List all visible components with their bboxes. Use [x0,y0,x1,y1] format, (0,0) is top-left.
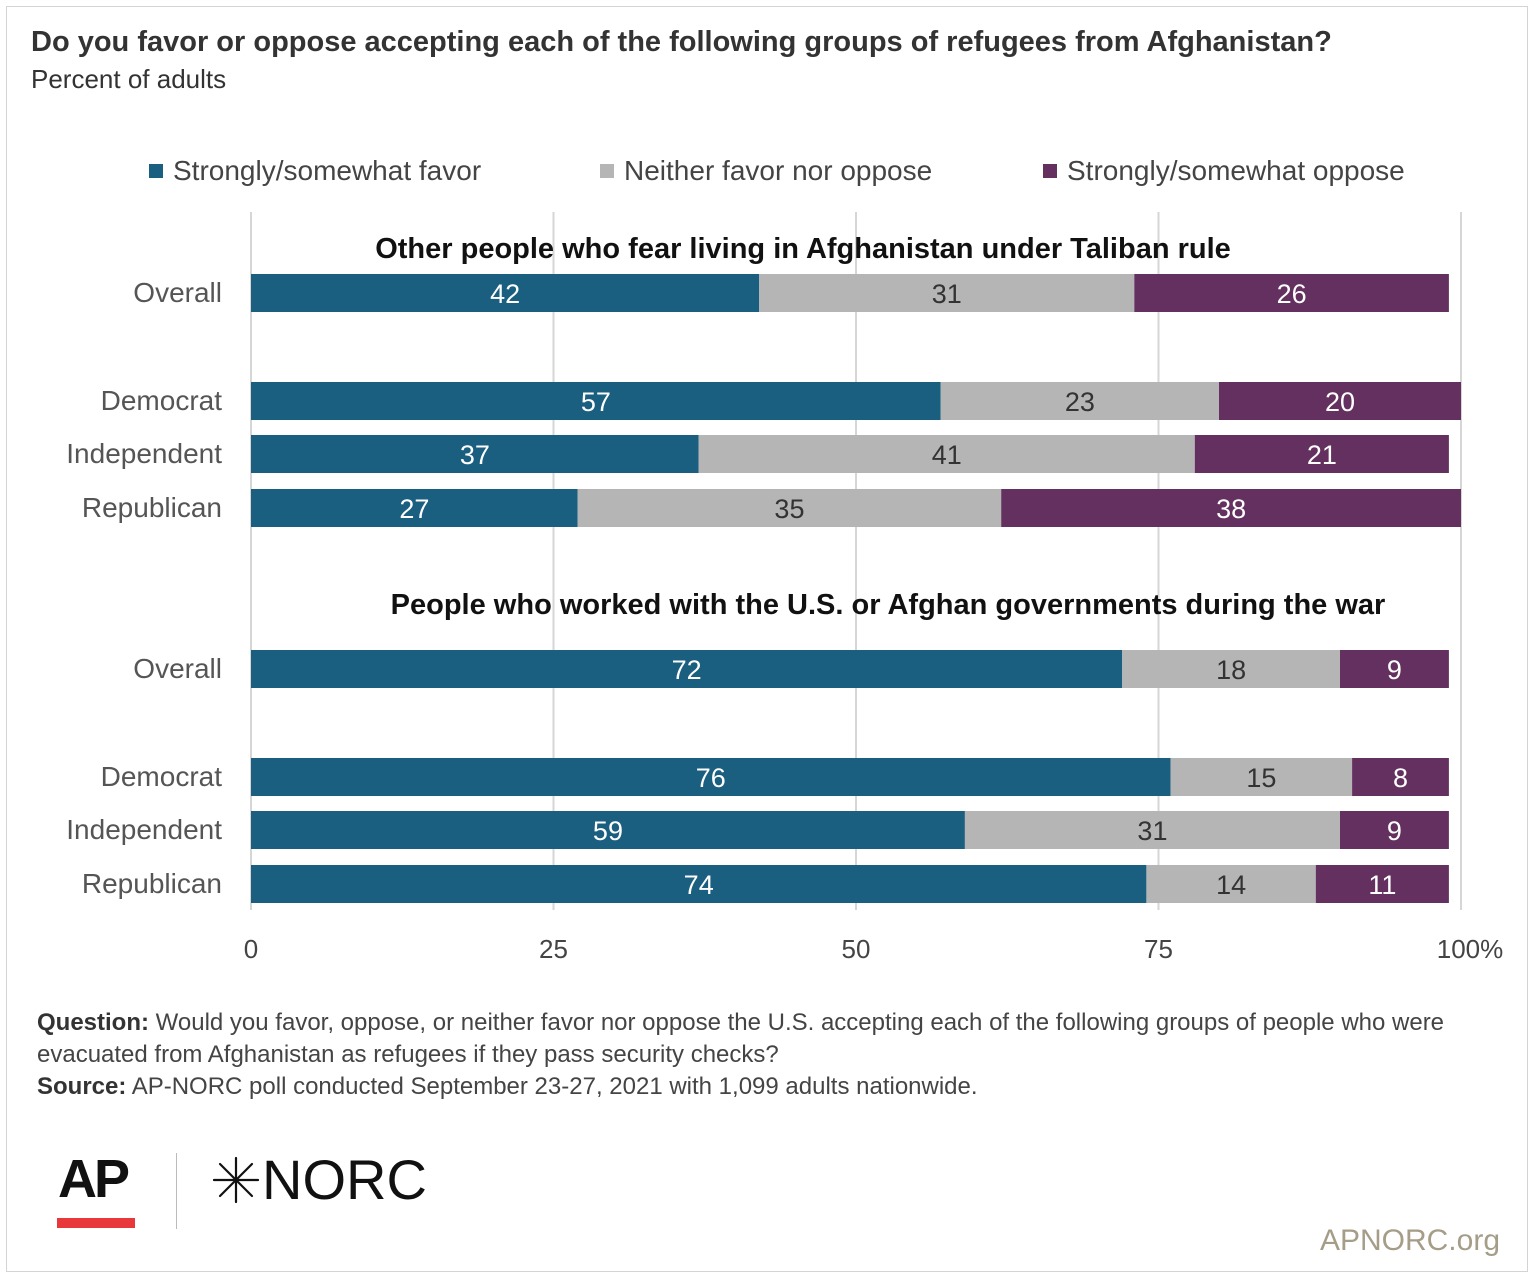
data-label: 76 [696,763,726,793]
source-label: Source: [37,1073,127,1100]
bar-segment [1315,865,1449,903]
bar-segment [1219,382,1461,420]
bar-segment [759,274,1135,312]
bar-segment [1194,435,1449,473]
data-label: 26 [1277,279,1307,309]
row-label: Democrat [101,385,223,416]
data-label: 18 [1216,655,1246,685]
bar-segment [964,811,1340,849]
bar-segment [251,274,760,312]
data-label: 9 [1387,816,1402,846]
legend: Strongly/somewhat favor Neither favor no… [0,155,1536,189]
data-label: 57 [581,387,611,417]
bar-segment [251,865,1147,903]
bar-segment [1340,650,1449,688]
group-title: People who worked with the U.S. or Afgha… [391,589,1386,621]
x-tick-label: 100% [1437,934,1504,964]
question-label: Question: [37,1009,149,1036]
stacked-bar-chart: 0 25 50 75 100% Other people who fear living … [66,212,1504,964]
footer-notes: Question: Would you favor, oppose, or ne… [37,1007,1497,1103]
chart-subtitle: Percent of adults [31,64,227,94]
bar-segment [1134,274,1449,312]
chart-frame [6,6,1528,1272]
x-tick-label: 25 [539,934,568,964]
data-label: 15 [1246,763,1276,793]
bar-segment [1001,489,1461,527]
source-text: AP-NORC poll conducted September 23-27, … [131,1073,978,1100]
data-label: 31 [1137,816,1167,846]
data-label: 35 [774,494,804,524]
question-text: Would you favor, oppose, or neither favo… [37,1009,1445,1068]
data-label: 37 [460,440,490,470]
row-label: Independent [66,438,222,469]
row-label: Overall [133,653,222,684]
bar-segment [251,489,578,527]
legend-swatch-favor [149,164,163,178]
data-label: 72 [672,655,702,685]
bar-segment [251,382,941,420]
x-tick-label: 50 [842,934,871,964]
ap-logo-bar [57,1218,135,1228]
ap-logo: AP [58,1149,130,1209]
data-label: 23 [1065,387,1095,417]
bar-segment [1146,865,1316,903]
row-label: Independent [66,814,222,845]
x-tick-label: 75 [1144,934,1173,964]
question-note: Question: Would you favor, oppose, or ne… [37,1007,1497,1071]
data-label: 38 [1216,494,1246,524]
norc-logo: NORC [212,1147,427,1212]
bar-segment [251,811,965,849]
legend-item-favor: Strongly/somewhat favor [149,155,481,187]
bar-segment [1170,758,1353,796]
legend-label-oppose: Strongly/somewhat oppose [1067,155,1405,186]
legend-label-favor: Strongly/somewhat favor [173,155,482,186]
x-tick-label: 0 [244,934,258,964]
data-label: 59 [593,816,623,846]
bar-segment [1352,758,1449,796]
data-label: 21 [1307,440,1337,470]
data-label: 31 [932,279,962,309]
data-label: 27 [399,494,429,524]
row-label: Republican [82,868,222,899]
bar-segment [1122,650,1340,688]
data-label: 8 [1393,763,1408,793]
bar-segment [251,435,699,473]
chart-title: Do you favor or oppose accepting each of… [31,26,1332,58]
legend-label-neither: Neither favor nor oppose [624,155,933,186]
bar-segment [940,382,1219,420]
norc-logo-text: NORC [262,1148,427,1211]
data-label: 11 [1368,870,1396,900]
bar-segment [577,489,1002,527]
source-note: Source: AP-NORC poll conducted September… [37,1071,1497,1103]
data-label: 9 [1387,655,1402,685]
row-label: Republican [82,492,222,523]
row-label: Democrat [101,761,223,792]
bar-segment [251,650,1123,688]
data-label: 14 [1216,870,1246,900]
data-label: 74 [684,870,714,900]
legend-item-oppose: Strongly/somewhat oppose [1043,155,1405,187]
norc-star-icon [212,1156,260,1203]
group-title: Other people who fear living in Afghanis… [375,233,1231,265]
data-label: 41 [932,440,962,470]
legend-item-neither: Neither favor nor oppose [600,155,932,187]
data-label: 42 [490,279,520,309]
bar-segment [698,435,1195,473]
row-label: Overall [133,277,222,308]
bar-segment [251,758,1171,796]
logo-divider [176,1153,177,1229]
site-url: APNORC.org [1319,1224,1500,1257]
data-label: 20 [1325,387,1355,417]
legend-swatch-oppose [1043,164,1057,178]
legend-swatch-neither [600,164,614,178]
bar-segment [1340,811,1449,849]
